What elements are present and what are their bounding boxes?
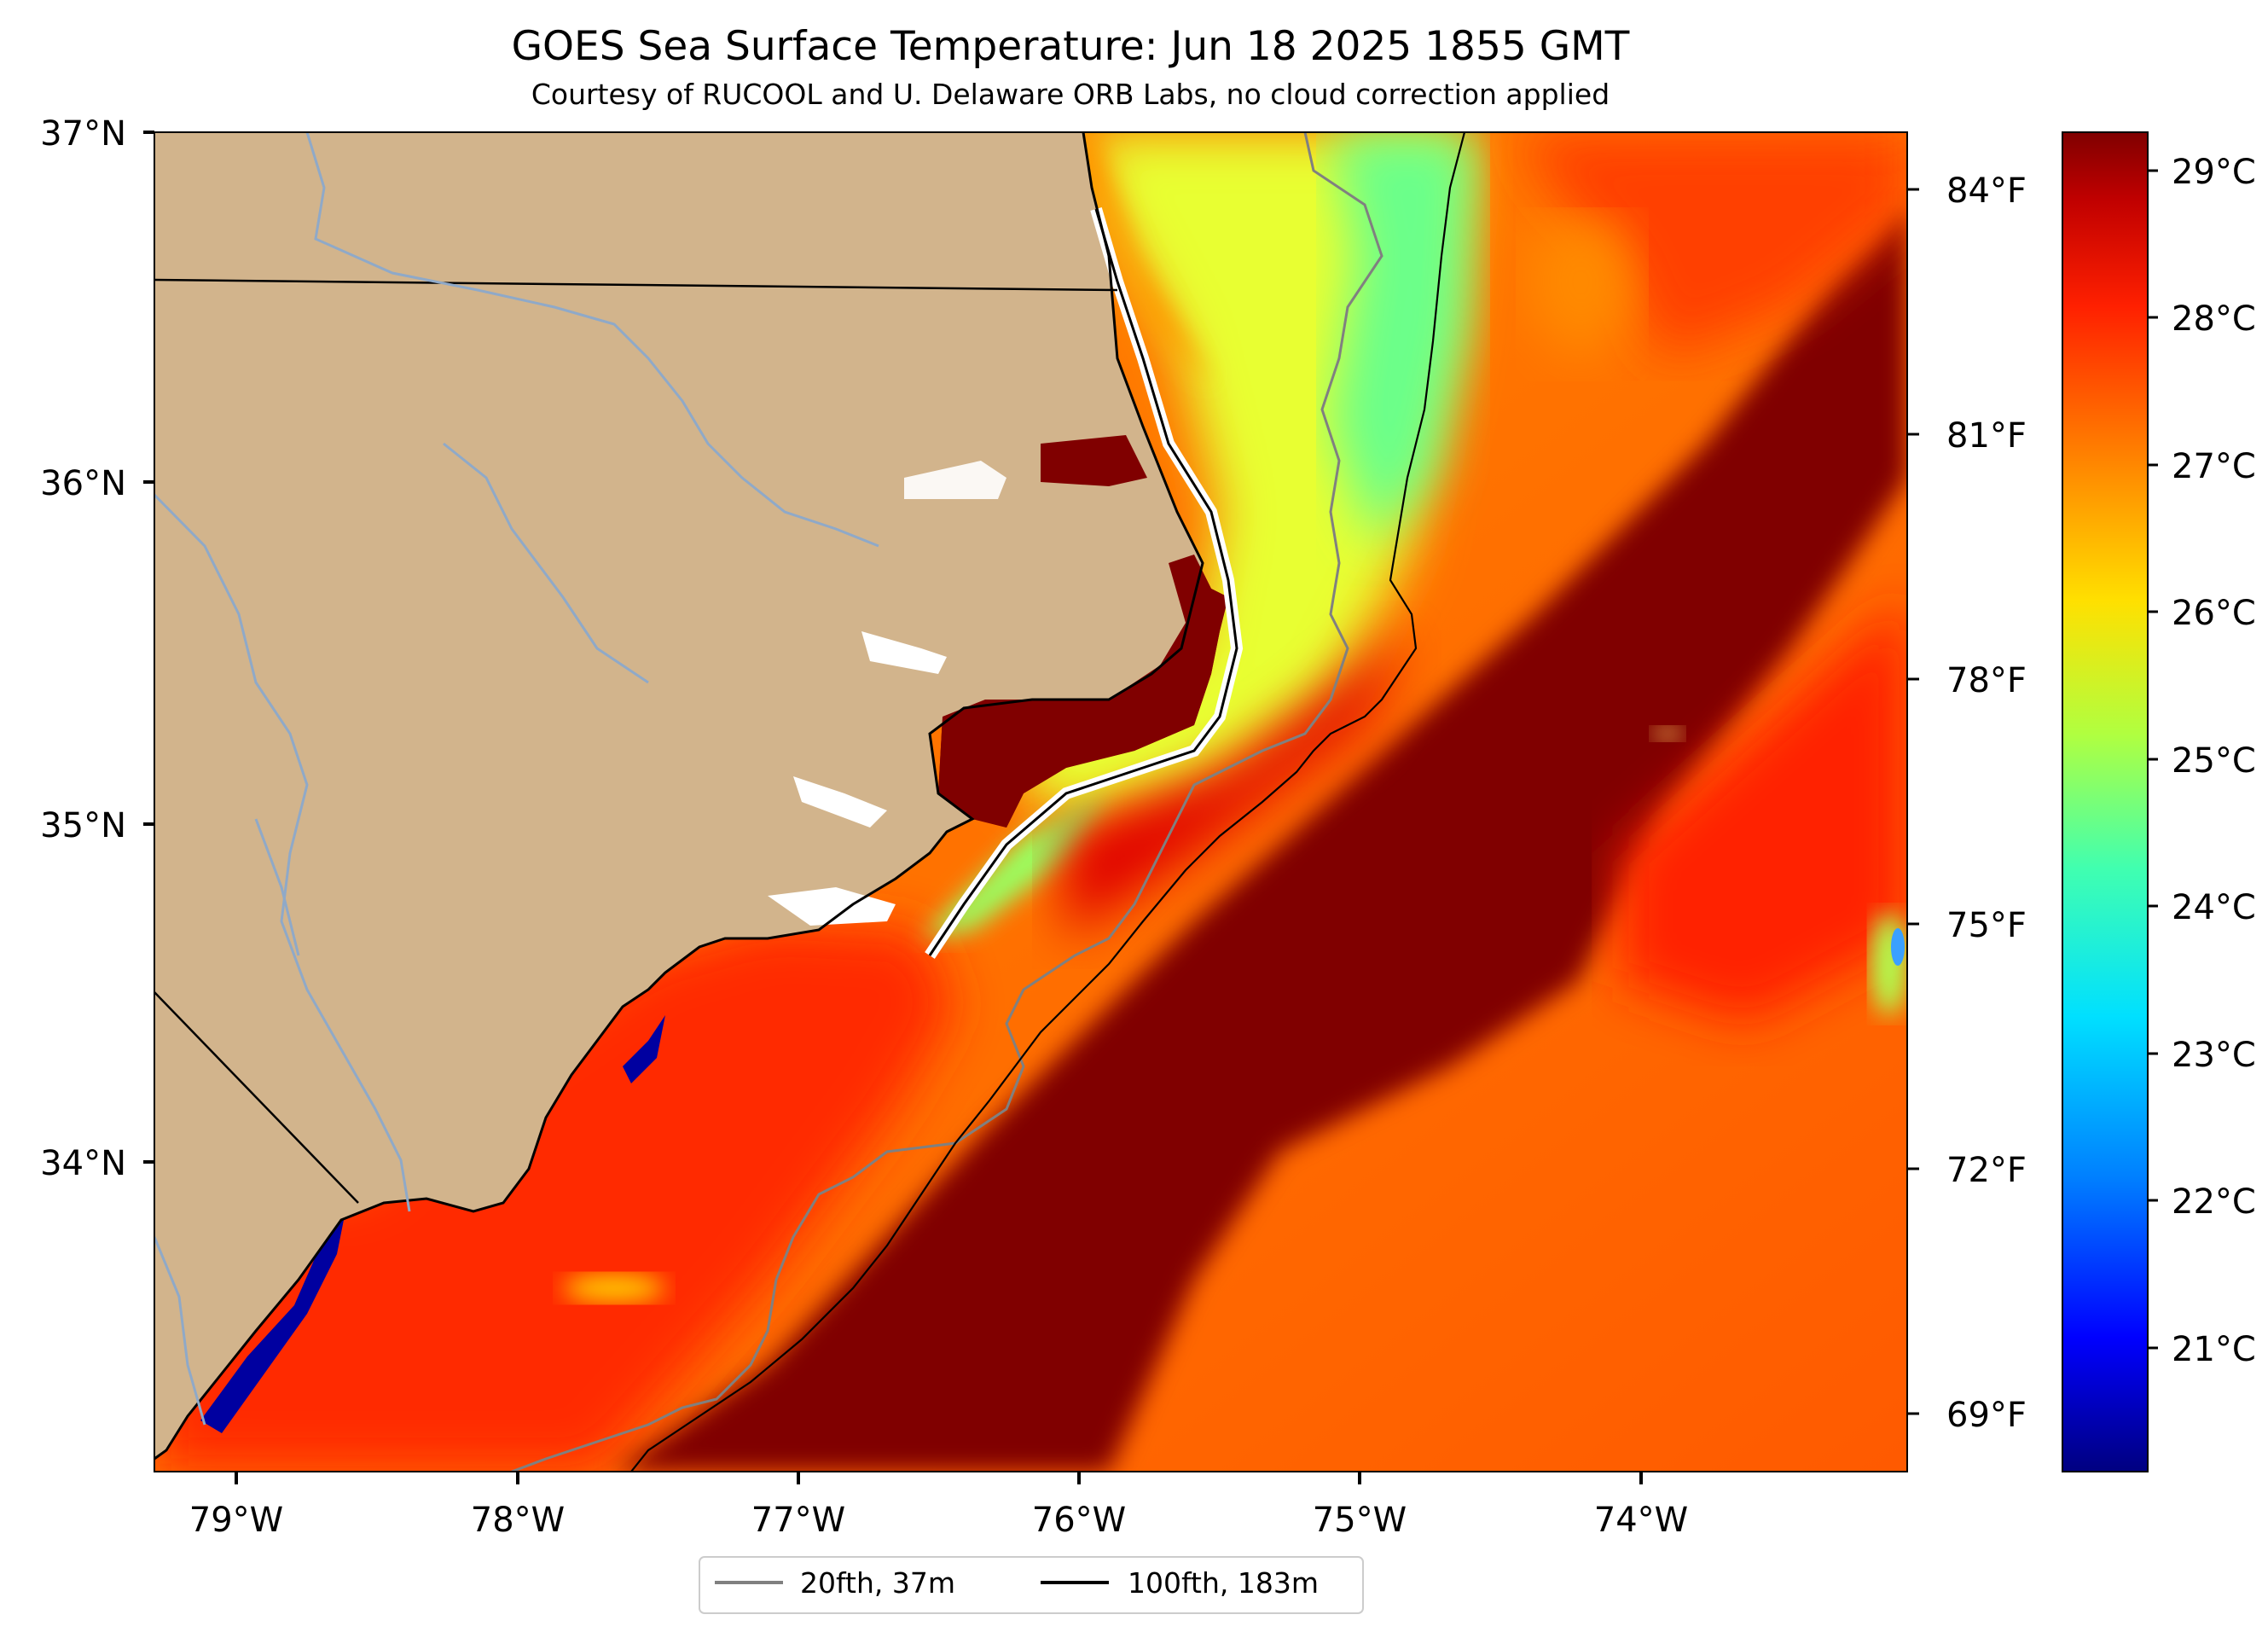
state-border-nc-sc [154, 991, 359, 1204]
lon-label: 79°W [189, 1501, 283, 1540]
colorbar-label: 23°C [2172, 1036, 2256, 1075]
state-border-va-nc [154, 278, 1118, 292]
legend-label-20fth: 20fth, 37m [800, 1566, 955, 1600]
sst-map [154, 132, 1907, 1472]
colorbar-label: 25°C [2172, 741, 2256, 781]
lon-label: 74°W [1594, 1501, 1688, 1540]
lon-label: 78°W [471, 1501, 565, 1540]
lat-label: 37°N [40, 114, 126, 154]
lat-label: 36°N [40, 464, 126, 503]
map-subtitle: Courtesy of RUCOOL and U. Delaware ORB L… [531, 78, 1610, 111]
colorbar-label: 21°C [2172, 1330, 2256, 1369]
coastline [154, 132, 1204, 1461]
fahrenheit-label: 69°F [1946, 1396, 2027, 1435]
fahrenheit-label: 81°F [1946, 416, 2027, 456]
colorbar-label: 24°C [2172, 888, 2256, 927]
lon-label: 77°W [751, 1501, 845, 1540]
fahrenheit-label: 78°F [1946, 661, 2027, 700]
lon-label: 75°W [1313, 1501, 1407, 1540]
colorbar-label: 22°C [2172, 1182, 2256, 1222]
lon-label: 76°W [1032, 1501, 1126, 1540]
colorbar: 29°C 28°C 27°C 26°C 25°C 24°C 23°C 22°C … [2062, 131, 2256, 1472]
colorbar-label: 26°C [2172, 594, 2256, 633]
legend: 20fth, 37m 100fth, 183m [699, 1556, 1364, 1614]
fahrenheit-label: 84°F [1946, 171, 2027, 211]
isobath-100fth [630, 132, 1466, 1472]
fahrenheit-axis: 84°F 81°F 78°F 75°F 72°F 69°F [1907, 171, 2027, 1435]
colorbar-label: 29°C [2172, 153, 2256, 192]
latitude-axis: 37°N 36°N 35°N 34°N [40, 114, 154, 1183]
longitude-axis: 79°W 78°W 77°W 76°W 75°W 74°W [189, 1472, 1688, 1540]
legend-label-100fth: 100fth, 183m [1128, 1566, 1319, 1600]
lat-label: 34°N [40, 1144, 126, 1183]
colorbar-label: 27°C [2172, 447, 2256, 486]
map-frame [154, 131, 1908, 1472]
map-title: GOES Sea Surface Temperature: Jun 18 202… [512, 23, 1630, 70]
colorbar-label: 28°C [2172, 299, 2256, 339]
rivers [154, 132, 879, 1426]
sst-field [154, 132, 1907, 1472]
lat-label: 35°N [40, 806, 126, 845]
isobath-20fth [511, 132, 1383, 1472]
fahrenheit-label: 75°F [1946, 906, 2027, 945]
fahrenheit-label: 72°F [1946, 1151, 2027, 1190]
